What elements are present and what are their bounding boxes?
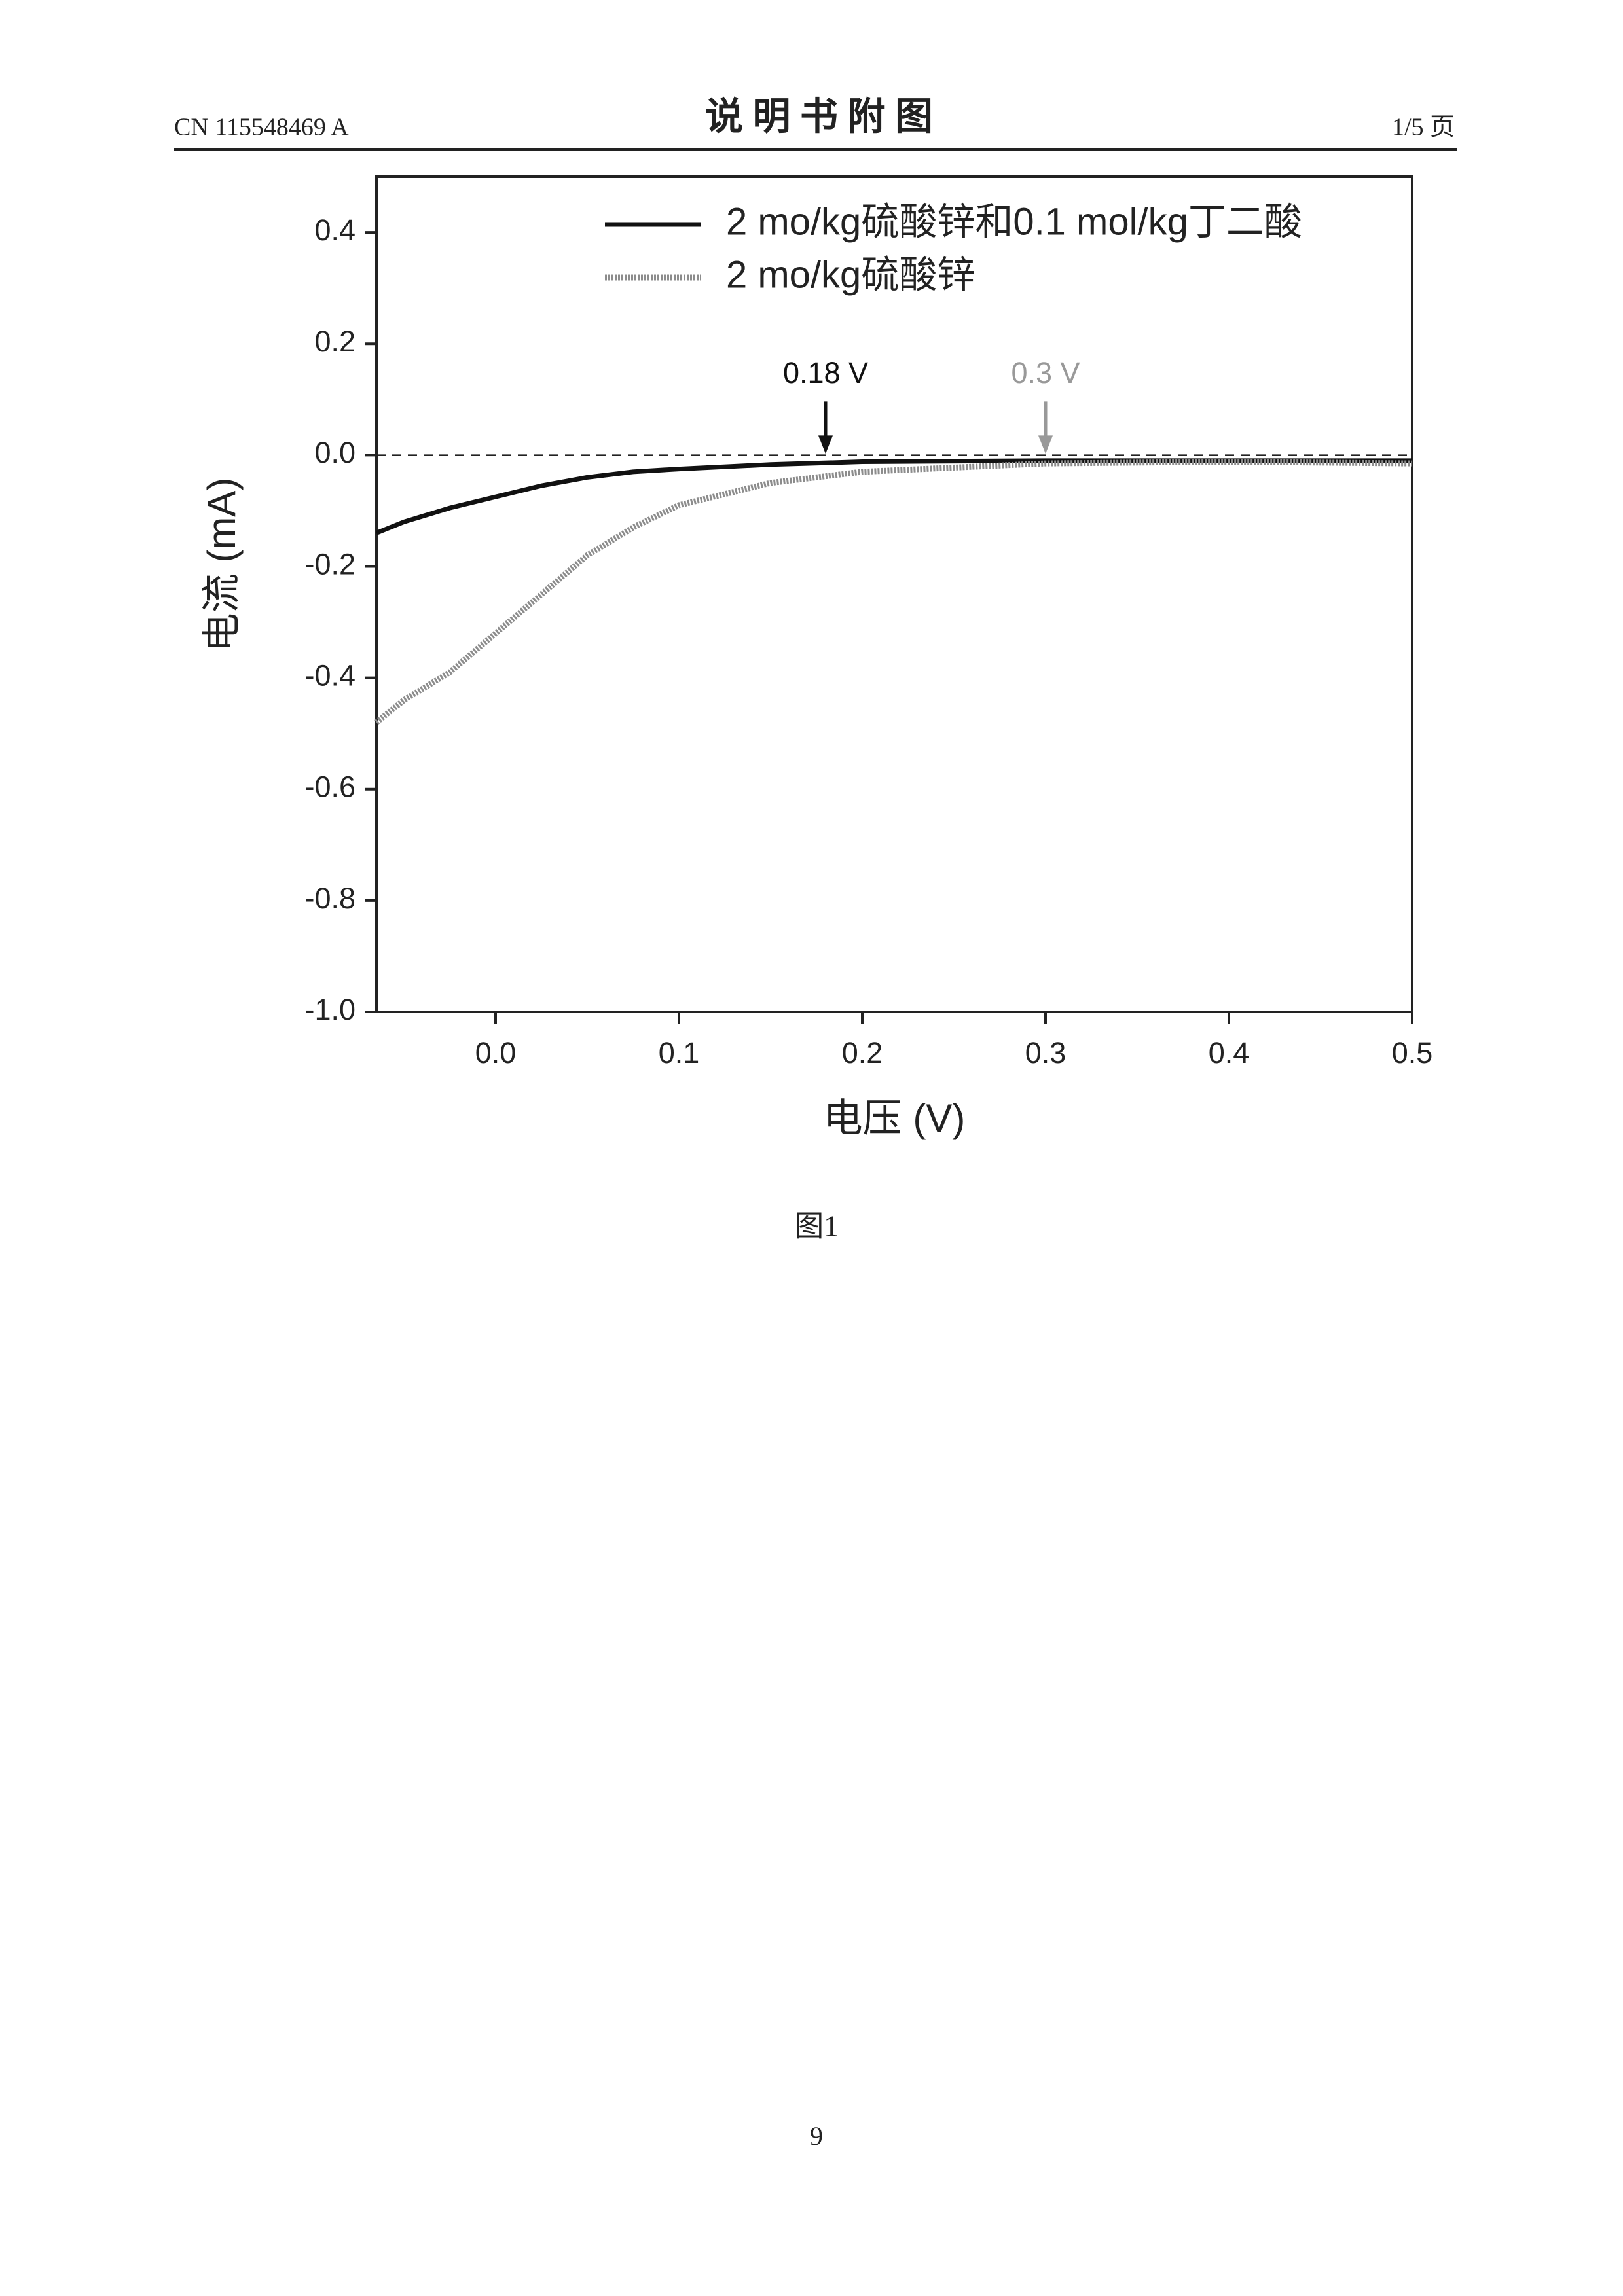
header-left: CN 115548469 A: [174, 114, 349, 141]
annotation-arrowhead: [1038, 435, 1053, 454]
series-line: [374, 459, 1413, 725]
x-tick-label: 0.1: [659, 1036, 700, 1069]
annotation-arrowhead: [818, 435, 833, 454]
chart: -1.0 -0.8 -0.6 -0.4 -0.2 0.0 0.2 0.4 0.0 0.1 0.2 0.…: [200, 175, 1433, 1140]
annotation: 0.18 V: [783, 356, 868, 389]
x-axis-label: 电压 (V): [824, 1096, 966, 1140]
header-right: 1/5 页: [1392, 114, 1455, 141]
x-tick-label: 0.4: [1209, 1036, 1250, 1069]
y-tick-label: -0.8: [304, 882, 356, 915]
plot-frame: [375, 175, 1413, 1013]
header-title: 说 明 书 附 图: [705, 95, 933, 137]
x-tick-label: 0.3: [1025, 1036, 1067, 1069]
legend-label: 2 mo/kg硫酸锌和0.1 mol/kg丁二酸: [726, 200, 1302, 243]
x-tick-label: 0.0: [475, 1036, 517, 1069]
figure-caption: 图1: [794, 1210, 839, 1242]
y-tick-label: -0.4: [304, 658, 356, 692]
y-tick-label: 0.4: [314, 213, 356, 247]
x-tick-label: 0.5: [1392, 1036, 1433, 1069]
legend-label: 2 mo/kg硫酸锌: [726, 253, 975, 296]
annotation: 0.3 V: [1011, 356, 1080, 389]
y-tick-label: -0.6: [304, 770, 356, 804]
y-tick-label: -0.2: [304, 547, 356, 581]
y-tick-label: 0.0: [314, 436, 356, 469]
y-tick-label: 0.2: [314, 325, 356, 358]
x-tick-label: 0.2: [842, 1036, 883, 1069]
y-tick-label: -1.0: [304, 993, 356, 1026]
page-number: 9: [810, 2121, 823, 2151]
y-axis-label: 电流 (mA): [200, 478, 244, 653]
